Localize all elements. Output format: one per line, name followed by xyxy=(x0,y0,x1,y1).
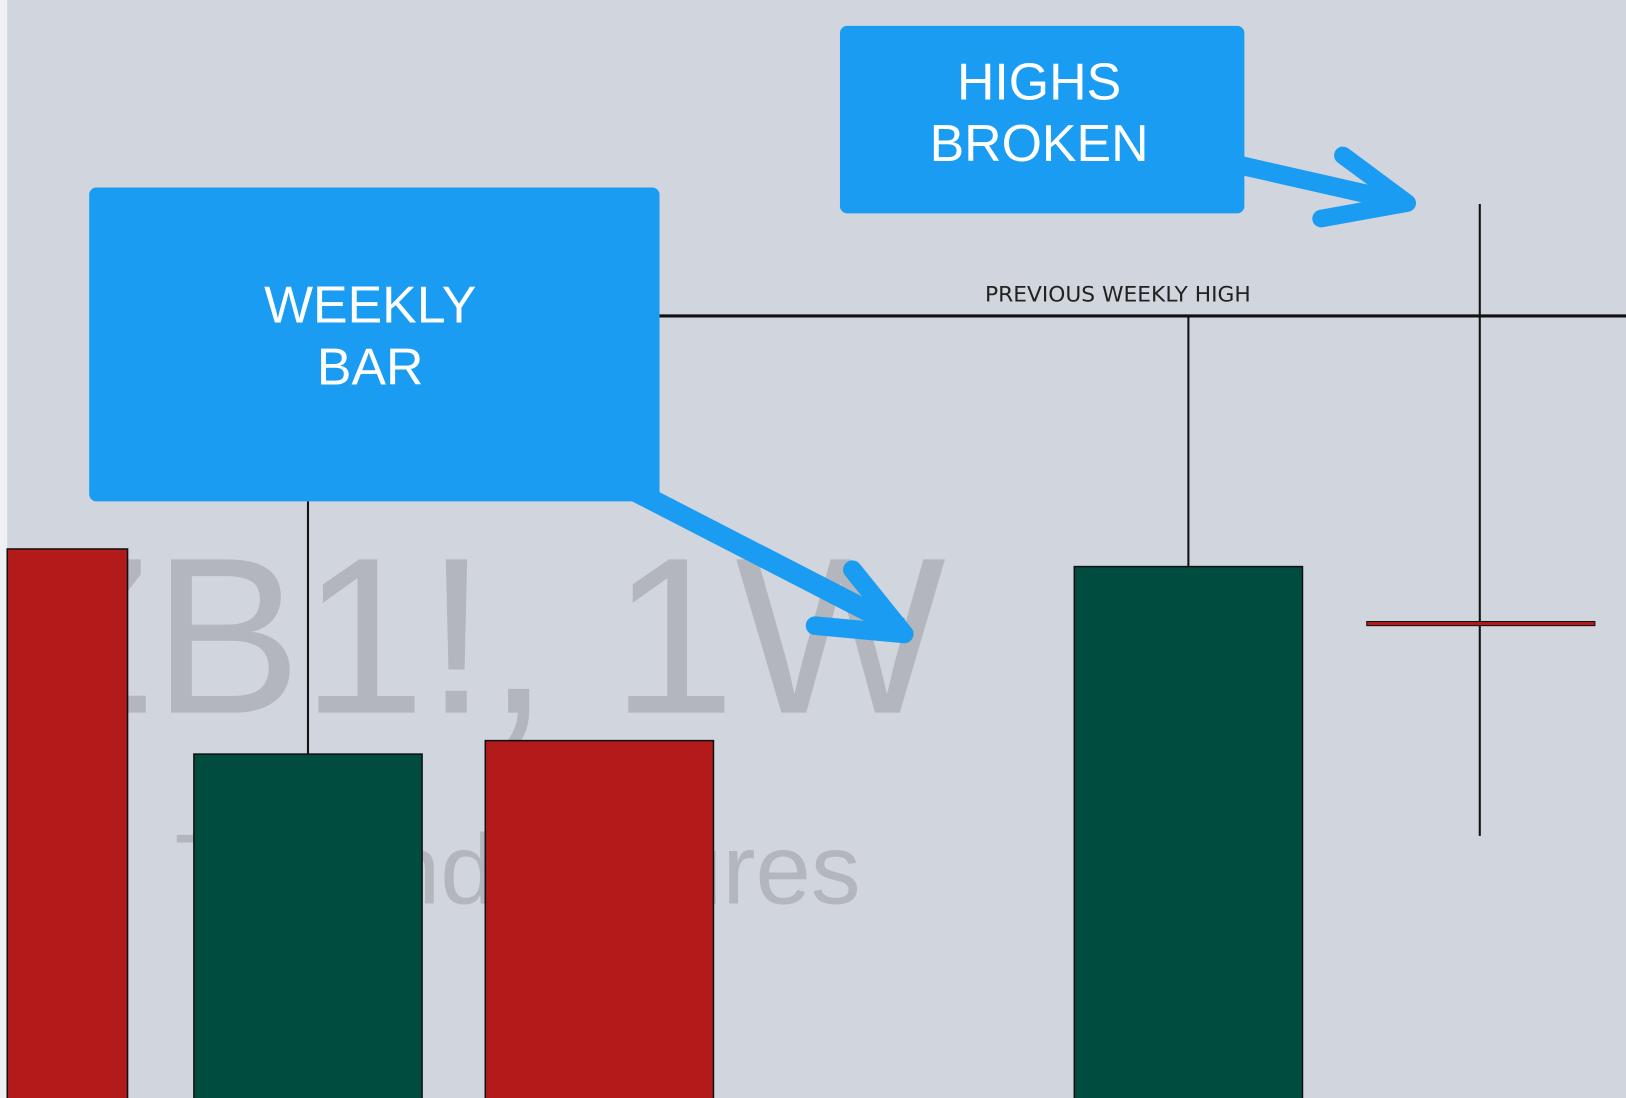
callout-text: WEEKLY xyxy=(264,275,476,333)
candle-bear xyxy=(6,548,129,1098)
watermark-symbol: ZB1!, 1W xyxy=(17,512,946,761)
candle-bear xyxy=(484,739,715,1098)
candle-bull xyxy=(1073,565,1304,1098)
level-label: PREVIOUS WEEKLY HIGH xyxy=(985,282,1251,307)
callout-box xyxy=(839,25,1245,214)
callout-arrow-head xyxy=(805,560,914,644)
callout-arrow-head xyxy=(1312,146,1417,228)
candle-doji xyxy=(1366,620,1596,627)
callout-text: HIGHS xyxy=(957,53,1121,111)
callout-arrow xyxy=(629,481,905,637)
callout-arrow xyxy=(1240,156,1405,212)
callout-box xyxy=(89,187,660,502)
callout-text: BAR xyxy=(317,338,424,396)
candle-bull xyxy=(193,753,423,1098)
left-edge xyxy=(0,0,8,1098)
callout-text: BROKEN xyxy=(930,114,1149,172)
